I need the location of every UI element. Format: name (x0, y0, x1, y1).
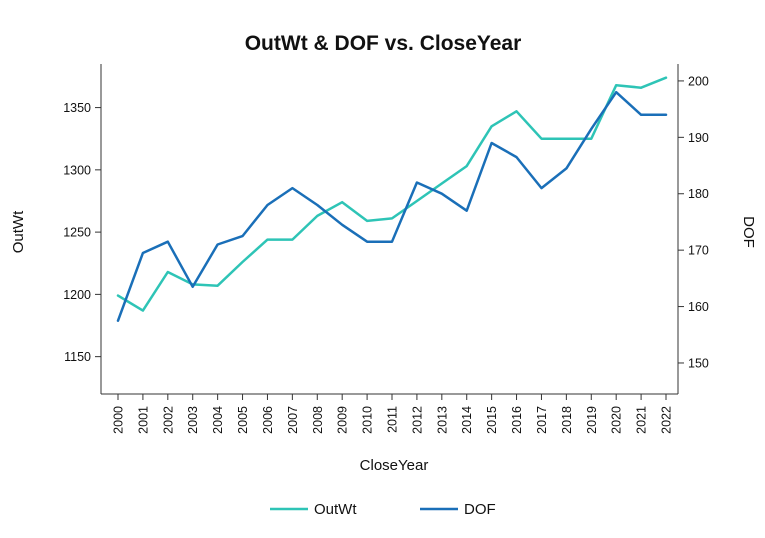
y-right-tick-label: 190 (688, 131, 709, 145)
legend: OutWt DOF (270, 501, 496, 518)
x-tick-label: 2002 (161, 406, 175, 434)
y-right-tick-label: 180 (688, 187, 709, 201)
x-tick-label: 2020 (610, 406, 624, 434)
x-tick-label: 2014 (460, 406, 474, 434)
y-left-tick-label: 1200 (63, 288, 91, 302)
y-right-tick-label: 170 (688, 244, 709, 258)
axes: 1150 1200 1250 1300 1350 150 160 170 180 190 200 20… (63, 64, 709, 434)
series-lines (116, 76, 668, 322)
x-tick-label: 2018 (560, 406, 574, 434)
x-tick-label: 2000 (112, 406, 126, 434)
legend-label-dof: DOF (464, 501, 496, 518)
y-left-tick-label: 1350 (63, 101, 91, 115)
x-tick-label: 2010 (361, 406, 375, 434)
y-left-tick-label: 1150 (64, 350, 91, 364)
x-axis-title: CloseYear (360, 457, 429, 474)
x-tick-label: 2019 (585, 406, 599, 434)
x-tick-label: 2017 (535, 406, 549, 434)
x-tick-label: 2005 (236, 406, 250, 434)
x-tick-label: 2007 (286, 406, 300, 434)
x-tick-label: 2001 (136, 406, 150, 434)
x-tick-label: 2003 (186, 406, 200, 434)
x-tick-label: 2008 (311, 406, 325, 434)
x-tick-label: 2013 (435, 406, 449, 434)
x-tick-label: 2011 (386, 406, 400, 433)
x-tick-label: 2006 (261, 406, 275, 434)
y-left-tick-label: 1300 (63, 163, 91, 177)
x-tick-label: 2016 (510, 406, 524, 434)
y-right-tick-label: 200 (688, 74, 709, 88)
y-left-axis-title: OutWt (10, 210, 27, 253)
x-tick-label: 2004 (211, 406, 225, 434)
y-right-tick-label: 150 (688, 356, 709, 370)
x-tick-label: 2012 (410, 406, 424, 434)
series-line-dof (116, 90, 668, 322)
x-tick-label: 2009 (336, 406, 350, 434)
y-right-axis-title: DOF (740, 216, 757, 248)
x-tick-label: 2021 (635, 406, 649, 434)
chart-title: OutWt & DOF vs. CloseYear (245, 32, 522, 55)
legend-label-outwt: OutWt (314, 501, 357, 518)
x-tick-label: 2015 (485, 406, 499, 434)
y-right-tick-label: 160 (688, 300, 709, 314)
y-left-tick-label: 1250 (63, 226, 91, 240)
series-line-outwt (116, 76, 668, 312)
x-tick-label: 2022 (660, 406, 674, 434)
